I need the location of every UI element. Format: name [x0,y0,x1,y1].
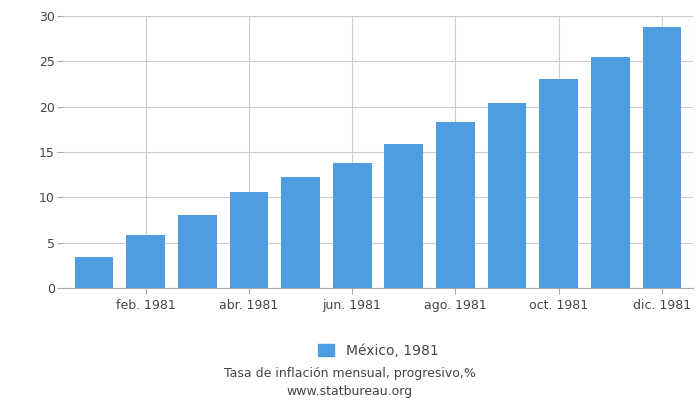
Bar [591,57,630,288]
Bar [436,122,475,288]
Bar [75,257,113,288]
Bar [643,27,681,288]
Bar [281,177,320,288]
Bar [540,80,578,288]
Bar [384,144,424,288]
Bar [488,103,526,288]
Legend: México, 1981: México, 1981 [318,344,438,358]
Bar [178,214,216,288]
Bar [230,192,268,288]
Bar [332,163,372,288]
Text: www.statbureau.org: www.statbureau.org [287,385,413,398]
Bar [126,234,165,288]
Text: Tasa de inflación mensual, progresivo,%: Tasa de inflación mensual, progresivo,% [224,368,476,380]
